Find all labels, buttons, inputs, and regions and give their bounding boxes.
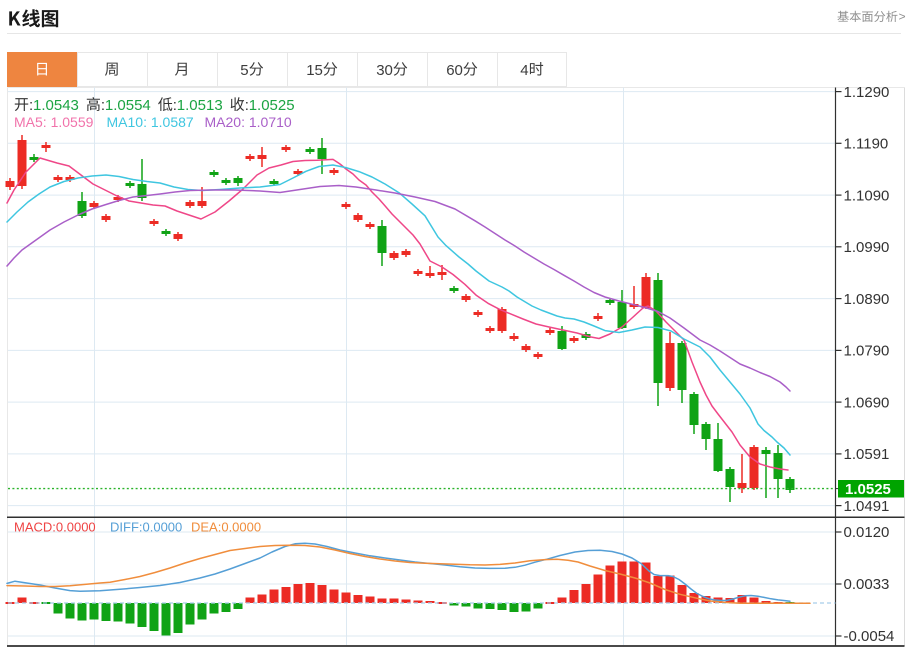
- svg-text:1.0543: 1.0543: [33, 97, 79, 114]
- svg-text::: :: [245, 97, 249, 114]
- svg-text:1.0554: 1.0554: [105, 97, 151, 114]
- svg-text:DEA:0.0000: DEA:0.0000: [191, 520, 261, 535]
- svg-text:1.0491: 1.0491: [844, 498, 890, 515]
- svg-text:30: 30: [376, 62, 393, 79]
- svg-text:1.0513: 1.0513: [177, 97, 223, 114]
- svg-text:1.0990: 1.0990: [844, 239, 890, 256]
- svg-text:5: 5: [240, 62, 248, 79]
- svg-text:1.0790: 1.0790: [844, 343, 890, 360]
- svg-text:MA5: 1.0559: MA5: 1.0559: [14, 114, 94, 130]
- svg-text:1.0690: 1.0690: [844, 394, 890, 411]
- svg-text:0.0120: 0.0120: [844, 524, 890, 541]
- svg-text:MA10: 1.0587: MA10: 1.0587: [107, 114, 194, 130]
- svg-text::: :: [101, 97, 105, 114]
- svg-text:-0.0054: -0.0054: [844, 628, 895, 645]
- svg-text:15: 15: [306, 62, 323, 79]
- svg-text:DIFF:0.0000: DIFF:0.0000: [110, 520, 182, 535]
- svg-text:1.0591: 1.0591: [844, 446, 890, 463]
- svg-text:MA20: 1.0710: MA20: 1.0710: [205, 114, 292, 130]
- svg-text:1.0525: 1.0525: [845, 481, 891, 498]
- svg-text:60: 60: [446, 62, 463, 79]
- svg-text::: :: [173, 97, 177, 114]
- svg-text:0.0033: 0.0033: [844, 576, 890, 593]
- svg-text:1.0890: 1.0890: [844, 291, 890, 308]
- svg-text:1.1290: 1.1290: [844, 84, 890, 101]
- svg-text:1.1090: 1.1090: [844, 187, 890, 204]
- svg-text::: :: [29, 97, 33, 114]
- svg-text:>: >: [899, 10, 906, 24]
- svg-text:MACD:0.0000: MACD:0.0000: [14, 520, 96, 535]
- svg-text:1.1190: 1.1190: [844, 136, 889, 153]
- svg-text:4: 4: [520, 62, 528, 79]
- svg-text:1.0525: 1.0525: [249, 97, 295, 114]
